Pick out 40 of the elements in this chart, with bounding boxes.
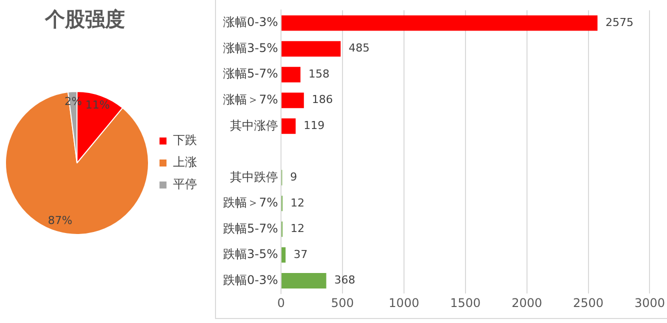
y-tick-label: 跌幅3-5%	[223, 247, 278, 262]
bar	[282, 41, 341, 57]
y-tick-label: 跌幅0-3%	[223, 272, 278, 287]
x-tick-label: 1000	[388, 296, 420, 310]
data-label: 12	[290, 196, 305, 210]
data-label: 2575	[606, 16, 634, 29]
data-label: 186	[312, 93, 333, 106]
data-label: 37	[294, 248, 308, 261]
data-label: 12	[290, 222, 305, 236]
x-tick-label: 1500	[450, 296, 481, 310]
y-tick-label: 涨幅0-3%	[223, 15, 278, 30]
data-label: 119	[304, 118, 325, 132]
data-label: 485	[348, 42, 370, 55]
y-tick-label: 跌幅5-7%	[223, 221, 278, 236]
y-tick-label: 涨幅＞7%	[222, 92, 278, 106]
bar	[282, 247, 286, 263]
data-label: 9	[290, 170, 298, 184]
x-tick-label: 0	[277, 296, 285, 310]
data-label: 158	[308, 67, 330, 80]
bar	[282, 272, 326, 288]
legend-label: 上涨	[173, 155, 197, 170]
y-tick-label: 其中跌停	[230, 170, 278, 184]
bar	[282, 118, 296, 134]
data-label: 11%	[85, 98, 110, 112]
bar	[282, 92, 304, 108]
bar	[282, 15, 598, 31]
y-tick-label: 跌幅＞7%	[222, 196, 278, 210]
y-tick-label: 涨幅3-5%	[223, 40, 278, 55]
legend-label: 平停	[173, 177, 197, 192]
x-tick-label: 2000	[512, 296, 542, 310]
y-tick-label: 其中涨停	[230, 118, 278, 132]
bar	[282, 66, 300, 82]
chart-title: 个股强度	[44, 6, 126, 33]
x-tick-label: 500	[331, 296, 354, 310]
data-label: 87%	[48, 214, 72, 228]
y-tick-label: 涨幅5-7%	[223, 66, 278, 81]
x-tick-label: 3000	[634, 296, 666, 310]
data-label: 368	[334, 274, 356, 287]
legend-label: 下跌	[173, 133, 197, 148]
x-tick-label: 2500	[573, 296, 604, 310]
